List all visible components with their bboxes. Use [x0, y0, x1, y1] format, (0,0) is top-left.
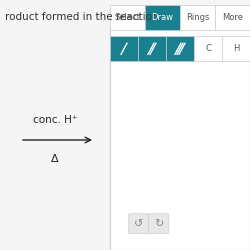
Text: Draw: Draw: [152, 13, 174, 22]
Text: conc. H⁺: conc. H⁺: [33, 115, 77, 125]
Text: H: H: [233, 44, 239, 53]
Text: Select: Select: [114, 13, 140, 22]
Text: More: More: [222, 13, 243, 22]
FancyBboxPatch shape: [222, 36, 250, 61]
Text: C: C: [205, 44, 211, 53]
Text: ↺: ↺: [134, 219, 143, 229]
FancyBboxPatch shape: [149, 214, 169, 234]
FancyBboxPatch shape: [194, 36, 222, 61]
FancyBboxPatch shape: [110, 36, 138, 61]
FancyBboxPatch shape: [215, 5, 250, 30]
Text: ↻: ↻: [154, 219, 164, 229]
Text: roduct formed in the reaction.: roduct formed in the reaction.: [5, 12, 162, 22]
FancyBboxPatch shape: [145, 5, 180, 30]
FancyBboxPatch shape: [129, 214, 149, 234]
FancyBboxPatch shape: [180, 5, 215, 30]
FancyBboxPatch shape: [138, 36, 166, 61]
FancyBboxPatch shape: [110, 25, 250, 250]
Text: Δ: Δ: [51, 154, 59, 164]
FancyBboxPatch shape: [166, 36, 194, 61]
Text: Rings: Rings: [186, 13, 209, 22]
FancyBboxPatch shape: [110, 5, 145, 30]
